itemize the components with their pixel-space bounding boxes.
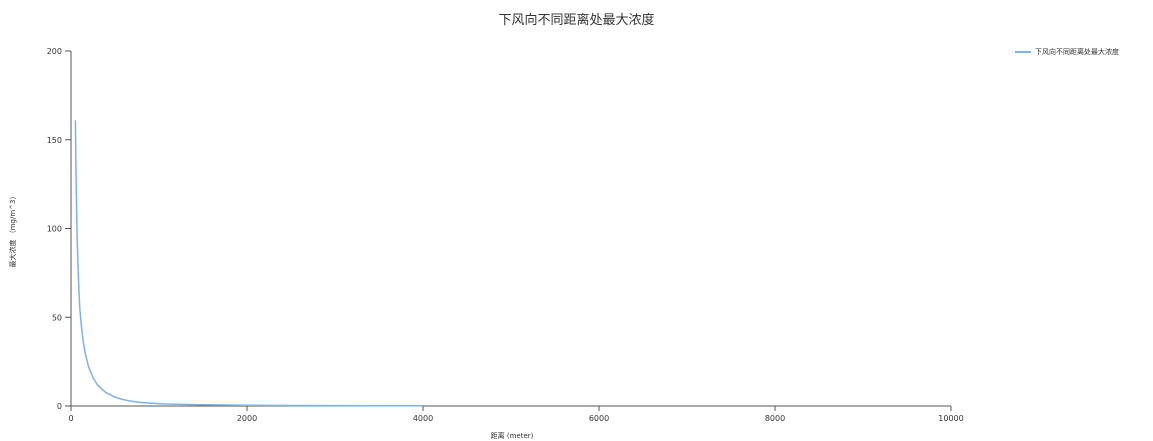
x-tick-label: 6000 <box>589 414 609 423</box>
y-tick-label: 50 <box>52 313 62 322</box>
series-line <box>74 120 424 407</box>
x-axis-label: 距离 (meter) <box>491 431 534 440</box>
legend-label: 下风向不同距离处最大浓度 <box>1035 48 1119 56</box>
x-tick-label: 4000 <box>413 414 433 423</box>
legend-swatch <box>1015 51 1031 53</box>
legend: 下风向不同距离处最大浓度 <box>1015 47 1119 57</box>
chart-title: 下风向不同距离处最大浓度 <box>498 13 655 28</box>
series-layer <box>74 120 424 407</box>
y-tick-label: 200 <box>47 47 62 56</box>
x-tick-label: 0 <box>68 414 73 423</box>
x-tick-label: 2000 <box>237 414 257 423</box>
x-tick-label: 8000 <box>765 414 785 423</box>
y-tick-label: 150 <box>47 136 62 145</box>
y-tick-label: 0 <box>57 402 62 411</box>
x-tick-label: 10000 <box>938 414 963 423</box>
y-axis-label: 最大浓度 （mg/m^3） <box>8 193 17 268</box>
y-tick-label: 100 <box>47 225 62 234</box>
